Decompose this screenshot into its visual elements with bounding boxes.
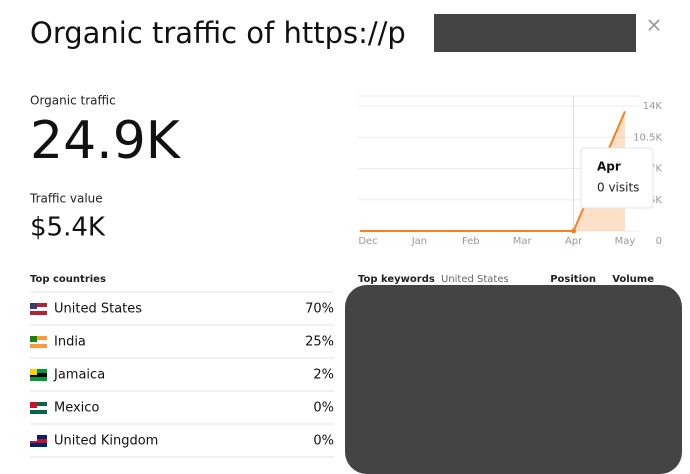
country-share: 70% <box>305 302 334 317</box>
country-share: 0% <box>313 434 334 449</box>
flag <box>30 435 37 441</box>
keywords-filter[interactable]: United States <box>441 274 509 285</box>
flag <box>30 402 37 408</box>
point <box>571 228 577 234</box>
redaction <box>345 285 682 474</box>
flag <box>30 340 47 344</box>
y-tick-label: 7K <box>649 164 662 175</box>
x-tick-label: Dec <box>358 236 377 247</box>
x-tick-label: Mar <box>513 236 533 247</box>
country-table: United States 70% India 25% Jamaica 2% Mexico 0… <box>30 291 334 458</box>
line <box>360 110 626 232</box>
country-name: Jamaica <box>53 368 105 383</box>
country-share: 2% <box>313 368 334 383</box>
close-button[interactable]: × <box>646 13 663 37</box>
x-tick-label: May <box>615 236 636 247</box>
country-share: 25% <box>305 335 334 350</box>
flag <box>30 369 37 375</box>
keywords-header: Top keywords <box>358 274 435 285</box>
flag <box>30 303 37 309</box>
volume-header: Volume <box>612 274 654 285</box>
traffic-label: Organic traffic <box>30 94 116 108</box>
tooltip-text: 0 visits <box>597 181 639 195</box>
flag <box>30 439 47 443</box>
flag <box>30 307 47 311</box>
country-name: Mexico <box>54 401 99 416</box>
countries-header: Top countries <box>30 274 106 285</box>
dialog-title: Organic traffic of https://p <box>30 16 406 50</box>
country-share: 0% <box>313 401 334 416</box>
y-tick-label: 14K <box>643 101 663 112</box>
redaction <box>434 14 636 52</box>
tooltip <box>580 147 654 209</box>
country-name: United Kingdom <box>54 434 158 449</box>
flag <box>30 336 37 342</box>
country-name: India <box>54 335 86 350</box>
value-label: Traffic value <box>29 192 103 206</box>
flag <box>30 373 47 377</box>
x-tick-label: Apr <box>565 236 583 247</box>
y-tick-label: 0 <box>656 236 662 247</box>
x-tick-label: Feb <box>462 236 480 247</box>
y-tick-label: 10.5K <box>633 132 662 143</box>
x-tick-label: Jan <box>411 236 427 247</box>
tooltip-title: Apr <box>597 160 621 174</box>
area <box>360 111 625 231</box>
value-value: $5.4K <box>30 213 106 243</box>
country-name: United States <box>54 302 142 317</box>
traffic-value: 24.9K <box>30 111 182 171</box>
position-header: Position <box>550 274 596 285</box>
flag <box>30 406 47 410</box>
